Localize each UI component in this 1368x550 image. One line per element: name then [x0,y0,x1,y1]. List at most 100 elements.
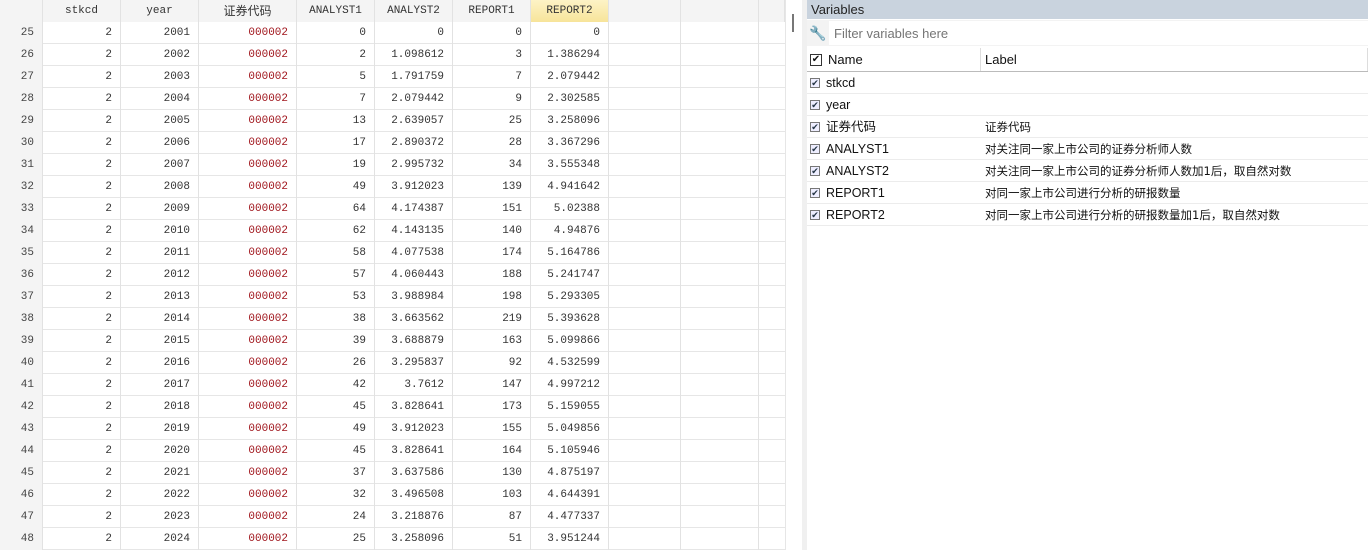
variable-row[interactable]: ✔ year [807,94,1368,116]
cell[interactable]: 2 [43,506,121,528]
cell[interactable]: 32 [297,484,375,506]
cell[interactable]: 2013 [121,286,199,308]
cell[interactable]: 53 [297,286,375,308]
cell[interactable]: 3.367296 [531,132,609,154]
cell[interactable]: 5 [297,66,375,88]
cell-empty[interactable] [681,22,759,44]
cell-empty[interactable] [609,506,681,528]
cell[interactable]: 3.688879 [375,330,453,352]
cell[interactable]: 000002 [199,286,297,308]
row-number[interactable]: 28 [0,88,43,110]
cell[interactable]: 2 [43,528,121,550]
cell-empty[interactable] [759,66,785,88]
cell-empty[interactable] [681,484,759,506]
variable-checkbox[interactable]: ✔ [810,209,820,220]
row-number[interactable]: 38 [0,308,43,330]
cell[interactable]: 57 [297,264,375,286]
cell[interactable]: 2.890372 [375,132,453,154]
cell-empty[interactable] [681,352,759,374]
cell[interactable]: 2 [43,308,121,330]
cell[interactable]: 3.951244 [531,528,609,550]
cell[interactable]: 3.828641 [375,396,453,418]
variable-checkbox[interactable]: ✔ [810,121,820,132]
cell-empty[interactable] [759,198,785,220]
cell[interactable]: 4.477337 [531,506,609,528]
wrench-icon[interactable]: 🔧 [809,24,827,41]
cell-empty[interactable] [609,176,681,198]
variable-checkbox[interactable]: ✔ [810,187,820,198]
cell[interactable]: 000002 [199,330,297,352]
cell[interactable]: 000002 [199,66,297,88]
cell[interactable]: 3.912023 [375,418,453,440]
cell-empty[interactable] [681,330,759,352]
row-number[interactable]: 40 [0,352,43,374]
cell[interactable]: 45 [297,396,375,418]
cell-empty[interactable] [681,66,759,88]
cell[interactable]: 2 [43,154,121,176]
cell-empty[interactable] [681,308,759,330]
cell[interactable]: 64 [297,198,375,220]
cell-empty[interactable] [681,242,759,264]
cell-empty[interactable] [609,242,681,264]
cell[interactable]: 2006 [121,132,199,154]
row-number[interactable]: 44 [0,440,43,462]
cell[interactable]: 2017 [121,374,199,396]
cell[interactable]: 19 [297,154,375,176]
cell[interactable]: 2 [43,66,121,88]
cell[interactable]: 5.241747 [531,264,609,286]
cell[interactable]: 103 [453,484,531,506]
cell[interactable]: 5.293305 [531,286,609,308]
cell[interactable]: 4.997212 [531,374,609,396]
cell-empty[interactable] [681,154,759,176]
cell[interactable]: 155 [453,418,531,440]
cell-empty[interactable] [609,374,681,396]
cell-empty[interactable] [609,132,681,154]
cell[interactable]: 0 [375,22,453,44]
cell[interactable]: 3.555348 [531,154,609,176]
cell-empty[interactable] [759,308,785,330]
row-number[interactable]: 33 [0,198,43,220]
filter-variables-input[interactable] [829,21,1368,45]
cell[interactable]: 37 [297,462,375,484]
cell-empty[interactable] [759,154,785,176]
cell[interactable]: 87 [453,506,531,528]
cell[interactable]: 2003 [121,66,199,88]
cell[interactable]: 3.295837 [375,352,453,374]
cell[interactable]: 2 [43,220,121,242]
cell[interactable]: 000002 [199,242,297,264]
cell[interactable]: 5.393628 [531,308,609,330]
cell[interactable]: 0 [531,22,609,44]
cell[interactable]: 2 [43,198,121,220]
cell[interactable]: 2008 [121,176,199,198]
variable-row[interactable]: ✔ ANALYST2 对关注同一家上市公司的证券分析师人数加1后，取自然对数 [807,160,1368,182]
cell-empty[interactable] [681,264,759,286]
cell[interactable]: 45 [297,440,375,462]
cell[interactable]: 5.049856 [531,418,609,440]
panel-splitter[interactable] [785,0,807,550]
cell-empty[interactable] [681,462,759,484]
cell[interactable]: 3.663562 [375,308,453,330]
data-editor-grid[interactable]: stkcd year 证券代码 ANALYST1 ANALYST2 REPORT1 REPO… [0,0,785,550]
cell[interactable]: 000002 [199,462,297,484]
cell[interactable]: 3.988984 [375,286,453,308]
cell[interactable]: 2010 [121,220,199,242]
cell[interactable]: 2012 [121,264,199,286]
cell[interactable]: 2.079442 [531,66,609,88]
cell[interactable]: 2.079442 [375,88,453,110]
cell[interactable]: 2014 [121,308,199,330]
cell[interactable]: 2 [43,44,121,66]
cell[interactable]: 000002 [199,528,297,550]
cell[interactable]: 2005 [121,110,199,132]
cell[interactable]: 173 [453,396,531,418]
cell[interactable]: 4.94876 [531,220,609,242]
cell[interactable]: 2016 [121,352,199,374]
cell[interactable]: 000002 [199,198,297,220]
row-number[interactable]: 41 [0,374,43,396]
cell-empty[interactable] [609,264,681,286]
cell[interactable]: 000002 [199,132,297,154]
cell[interactable]: 25 [297,528,375,550]
cell[interactable]: 42 [297,374,375,396]
cell[interactable]: 3.828641 [375,440,453,462]
cell-empty[interactable] [759,286,785,308]
cell[interactable]: 4.875197 [531,462,609,484]
